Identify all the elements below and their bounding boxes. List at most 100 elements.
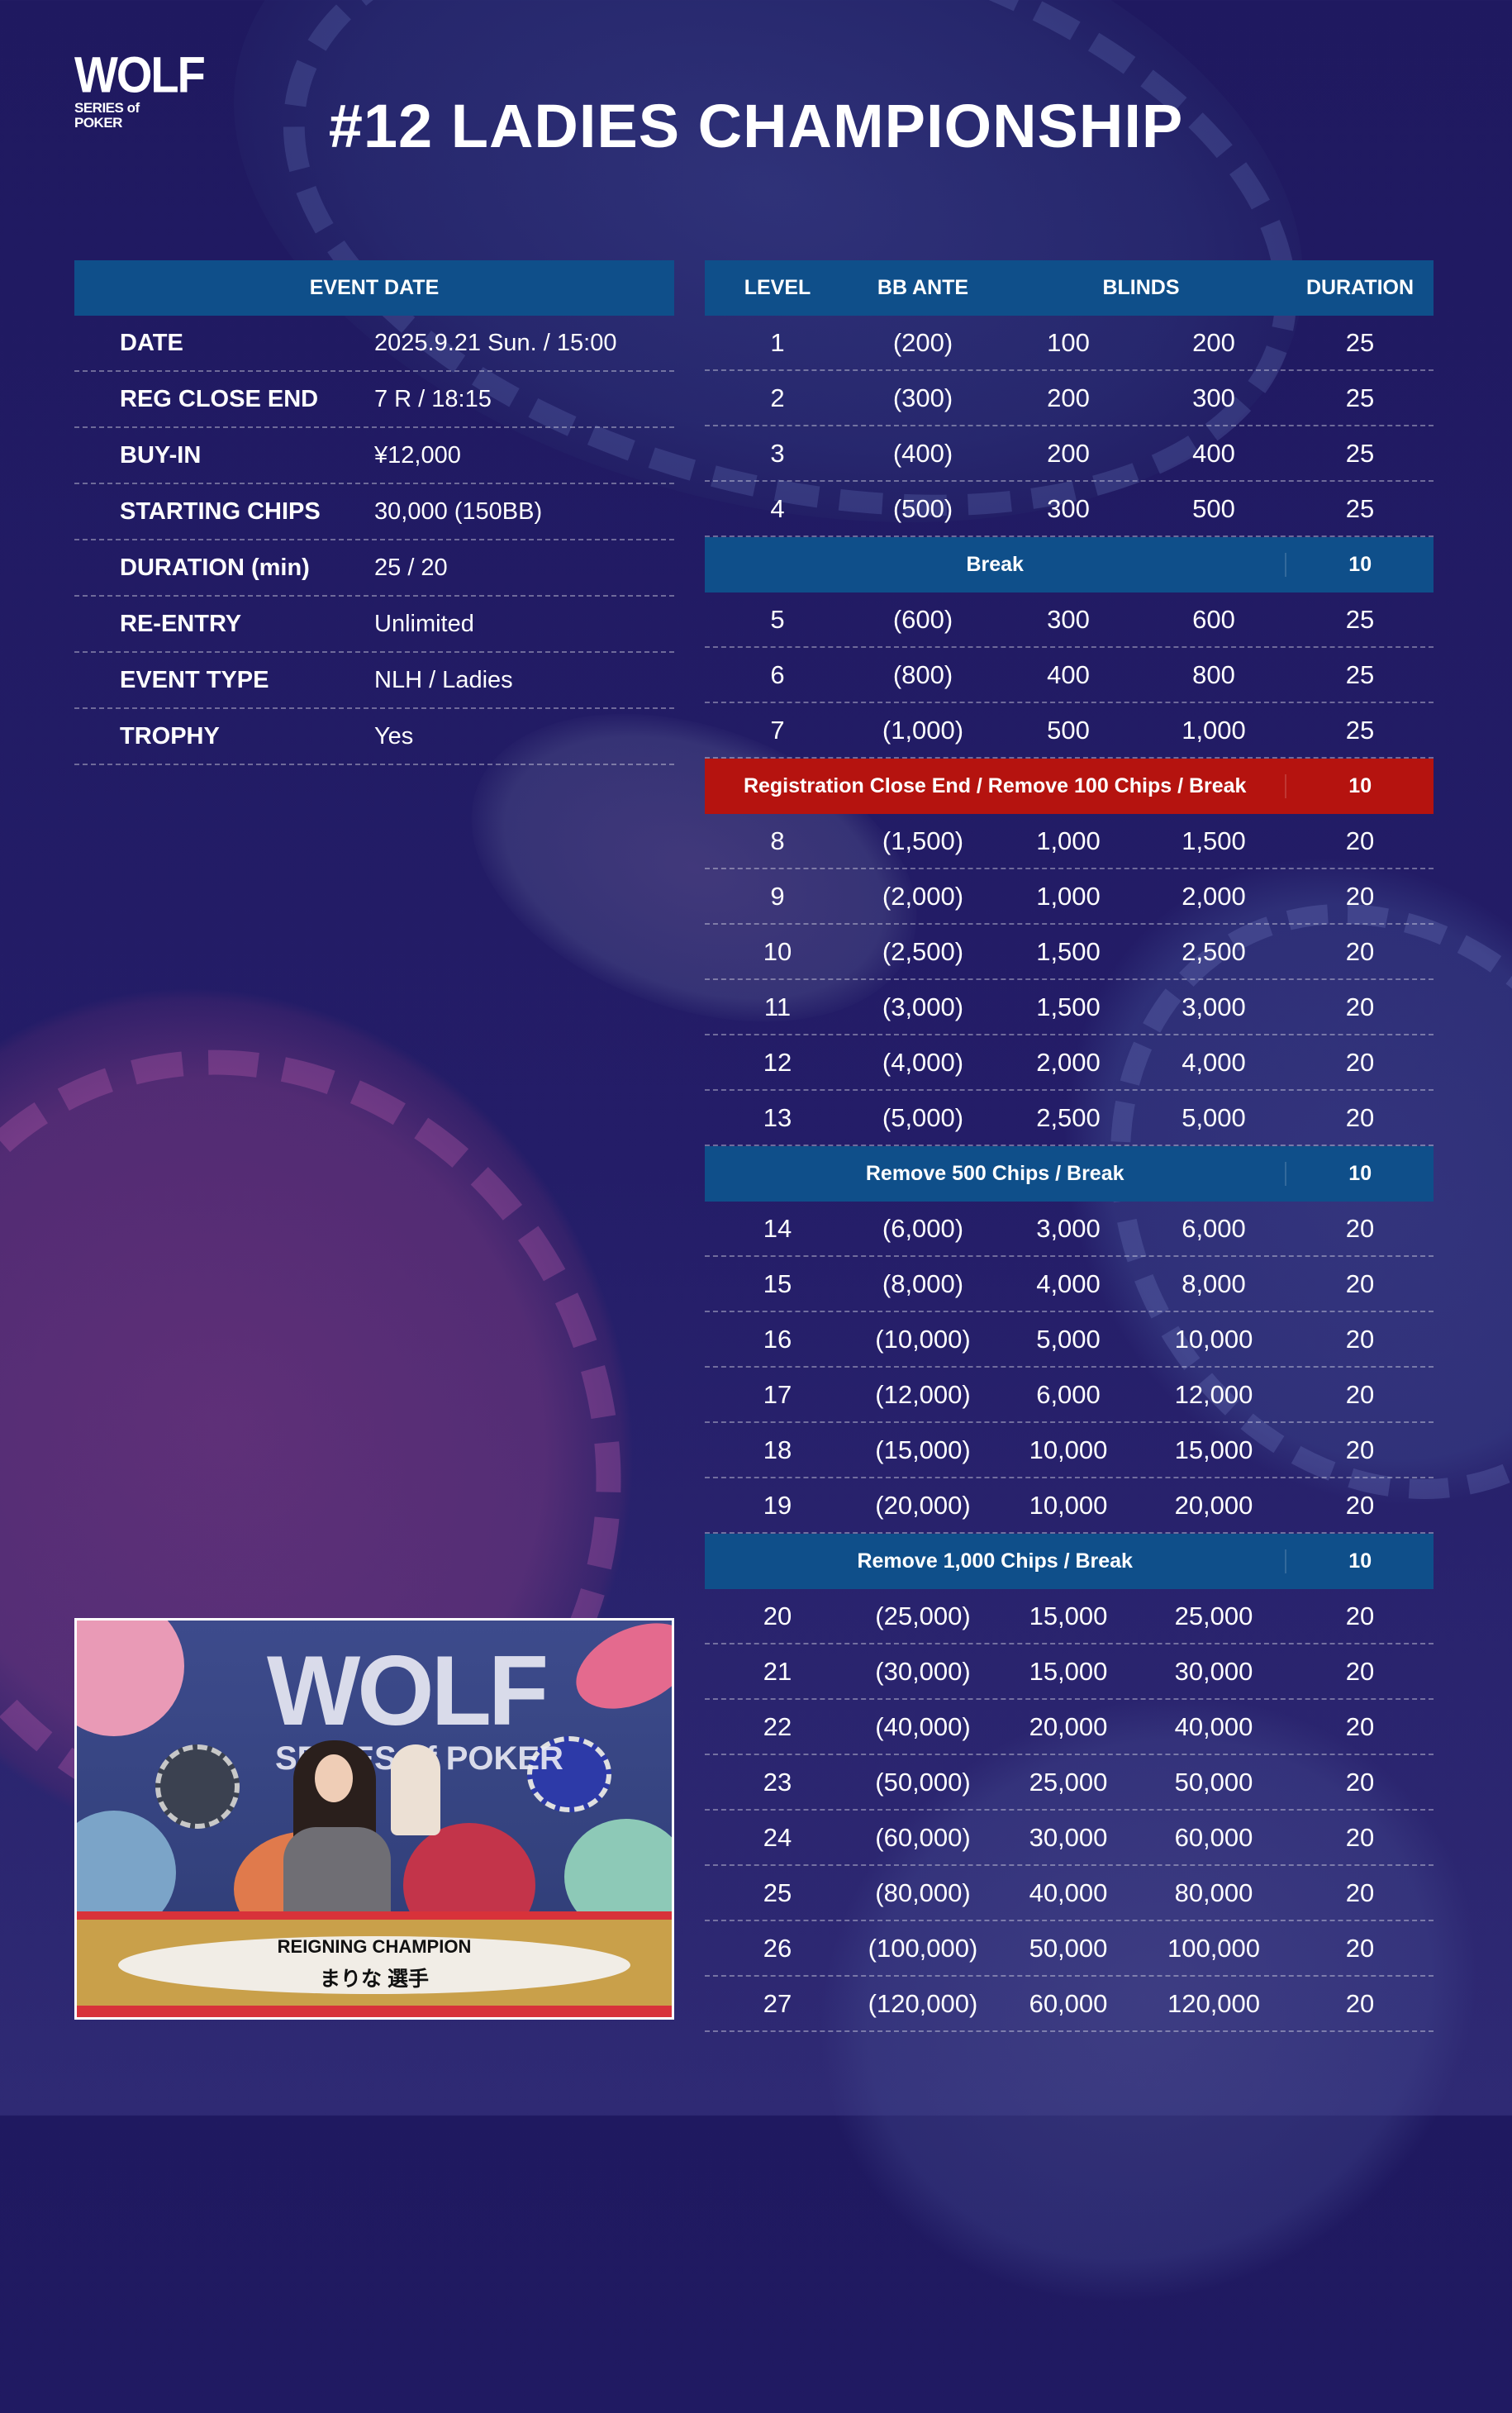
big-blind-value: 3,000: [1182, 992, 1246, 1021]
level-duration: 25: [1345, 493, 1375, 523]
photo-chip: [155, 1744, 240, 1829]
trophy-figure: [391, 1744, 440, 1835]
level-row: 27 (120,000) 60,000 120,000 20: [705, 1977, 1434, 2032]
level-number: 6: [770, 659, 785, 689]
level-duration: 20: [1345, 1490, 1375, 1520]
small-blind-value: 50,000: [1029, 1933, 1108, 1963]
poker-table: [77, 1911, 672, 2017]
level-number: 11: [763, 992, 792, 1021]
event-info-label: DURATION (min): [120, 554, 310, 581]
big-blind-value: 5,000: [1182, 1102, 1246, 1132]
event-info-value: ¥12,000: [374, 441, 461, 469]
level-number: 1: [770, 327, 785, 357]
big-blind-value: 4,000: [1182, 1047, 1246, 1077]
level-number: 14: [763, 1213, 792, 1243]
level-duration: 20: [1345, 936, 1375, 966]
big-blind-value: 12,000: [1174, 1379, 1253, 1409]
bb-ante-value: (50,000): [875, 1767, 971, 1797]
level-row: 21 (30,000) 15,000 30,000 20: [705, 1644, 1434, 1700]
level-number: 27: [763, 1988, 792, 2018]
level-row: 7 (1,000) 500 1,000 25: [705, 703, 1434, 759]
level-duration: 20: [1345, 1988, 1375, 2018]
photo-chip: [77, 1621, 184, 1736]
level-duration: 20: [1345, 1435, 1375, 1464]
blind-structure-table: LEVEL BB ANTE BLINDS DURATION 1 (200) 100 2…: [705, 260, 1434, 2032]
level-number: 4: [770, 493, 785, 523]
small-blind-value: 20,000: [1029, 1711, 1108, 1741]
small-blind-value: 60,000: [1029, 1988, 1108, 2018]
small-blind-value: 3,000: [1036, 1213, 1101, 1243]
level-row: 23 (50,000) 25,000 50,000 20: [705, 1755, 1434, 1811]
break-duration: 10: [1285, 1162, 1434, 1186]
bb-ante-value: (2,500): [882, 936, 964, 966]
small-blind-value: 300: [1047, 604, 1090, 634]
photo-chip: [527, 1736, 611, 1812]
level-duration: 25: [1345, 438, 1375, 468]
logo-subtitle: SERIES of POKER: [74, 100, 140, 131]
small-blind-value: 2,000: [1036, 1047, 1101, 1077]
level-duration: 20: [1345, 1878, 1375, 1907]
level-duration: 20: [1345, 1767, 1375, 1797]
bb-ante-value: (8,000): [882, 1268, 964, 1298]
break-row: Break 10: [705, 537, 1434, 593]
level-number: 21: [763, 1656, 792, 1686]
level-duration: 20: [1345, 1379, 1375, 1409]
small-blind-value: 25,000: [1029, 1767, 1108, 1797]
champion-caption-title: REIGNING CHAMPION: [277, 1936, 472, 1957]
event-info-label: BUY-IN: [120, 441, 202, 469]
level-row: 9 (2,000) 1,000 2,000 20: [705, 869, 1434, 925]
event-info-row: STARTING CHIPS 30,000 (150BB): [74, 484, 674, 540]
small-blind-value: 30,000: [1029, 1822, 1108, 1852]
level-row: 12 (4,000) 2,000 4,000 20: [705, 1035, 1434, 1091]
event-info-value: 2025.9.21 Sun. / 15:00: [374, 329, 617, 356]
photo-chip: [563, 1621, 672, 1726]
bb-ante-value: (20,000): [875, 1490, 971, 1520]
event-info-row: EVENT TYPE NLH / Ladies: [74, 653, 674, 709]
small-blind-value: 1,500: [1036, 936, 1101, 966]
ante-column-header: BB ANTE: [877, 276, 969, 299]
level-row: 11 (3,000) 1,500 3,000 20: [705, 980, 1434, 1035]
small-blind-value: 400: [1047, 659, 1090, 689]
event-info-row: BUY-IN ¥12,000: [74, 428, 674, 484]
bb-ante-value: (80,000): [875, 1878, 971, 1907]
event-info-row: REG CLOSE END 7 R / 18:15: [74, 372, 674, 428]
big-blind-value: 30,000: [1174, 1656, 1253, 1686]
photo-backdrop-logo: WOLF: [267, 1635, 549, 1746]
level-duration: 20: [1345, 1822, 1375, 1852]
break-row: Registration Close End / Remove 100 Chip…: [705, 759, 1434, 814]
small-blind-value: 1,000: [1036, 826, 1101, 855]
level-row: 22 (40,000) 20,000 40,000 20: [705, 1700, 1434, 1755]
big-blind-value: 2,500: [1182, 936, 1246, 966]
small-blind-value: 15,000: [1029, 1601, 1108, 1630]
big-blind-value: 20,000: [1174, 1490, 1253, 1520]
level-duration: 25: [1345, 327, 1375, 357]
break-label: Registration Close End / Remove 100 Chip…: [743, 774, 1247, 797]
level-number: 20: [763, 1601, 792, 1630]
bb-ante-value: (800): [892, 659, 953, 689]
event-info-table: EVENT DATE DATE 2025.9.21 Sun. / 15:00 REG…: [74, 260, 674, 765]
bb-ante-value: (600): [892, 604, 953, 634]
small-blind-value: 40,000: [1029, 1878, 1108, 1907]
level-row: 3 (400) 200 400 25: [705, 426, 1434, 482]
big-blind-value: 120,000: [1167, 1988, 1261, 2018]
level-row: 4 (500) 300 500 25: [705, 482, 1434, 537]
level-duration: 20: [1345, 1601, 1375, 1630]
level-row: 17 (12,000) 6,000 12,000 20: [705, 1368, 1434, 1423]
small-blind-value: 5,000: [1036, 1324, 1101, 1354]
level-row: 26 (100,000) 50,000 100,000 20: [705, 1921, 1434, 1977]
small-blind-value: 4,000: [1036, 1268, 1101, 1298]
level-row: 18 (15,000) 10,000 15,000 20: [705, 1423, 1434, 1478]
small-blind-value: 500: [1047, 715, 1090, 745]
event-info-label: TROPHY: [120, 722, 220, 750]
level-duration: 25: [1345, 659, 1375, 689]
big-blind-value: 100,000: [1167, 1933, 1261, 1963]
event-info-row: DURATION (min) 25 / 20: [74, 540, 674, 597]
event-info-value: Yes: [374, 722, 414, 750]
event-info-rows: DATE 2025.9.21 Sun. / 15:00 REG CLOSE END 7…: [74, 316, 674, 765]
big-blind-value: 1,000: [1182, 715, 1246, 745]
logo-wordmark: WOLF: [74, 45, 206, 103]
small-blind-value: 1,000: [1036, 881, 1101, 911]
break-label: Break: [966, 553, 1024, 576]
event-info-label: DATE: [120, 329, 183, 356]
event-info-value: 7 R / 18:15: [374, 385, 492, 412]
